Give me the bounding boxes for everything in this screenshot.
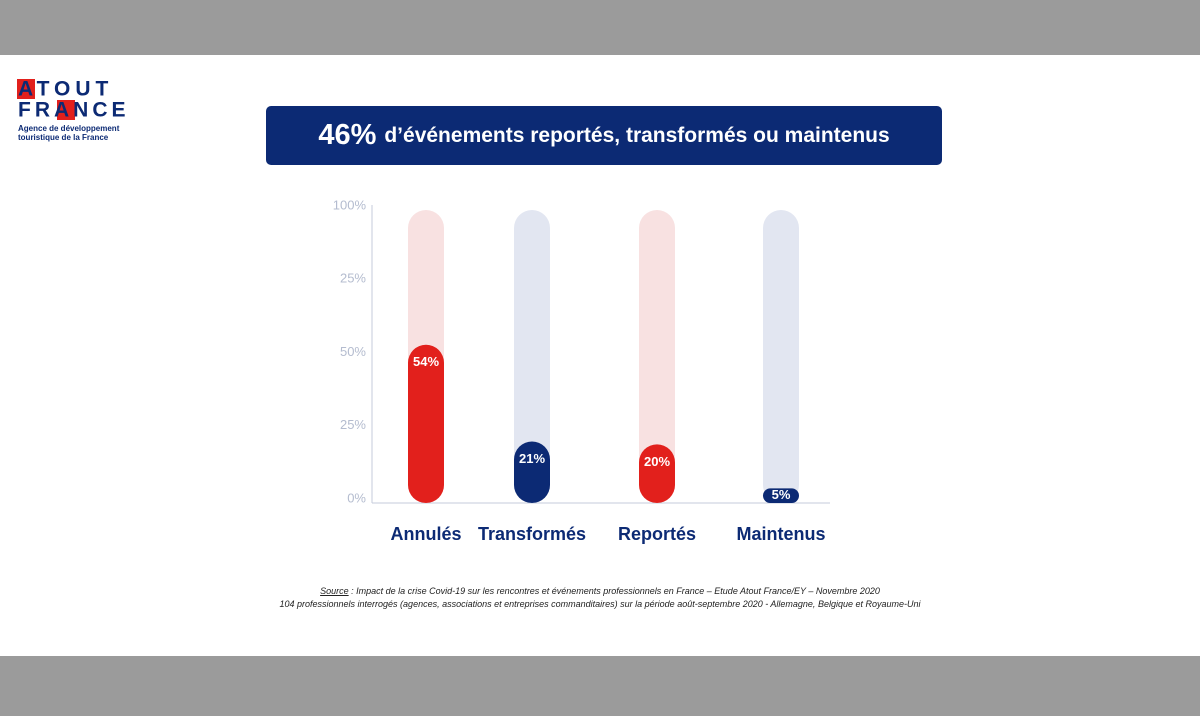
y-tick-label: 50% (340, 344, 366, 359)
value-label: 54% (413, 354, 439, 369)
y-tick-label: 25% (340, 271, 366, 286)
logo-tagline: Agence de développement (18, 124, 120, 133)
source-label: Source (320, 586, 349, 596)
value-label: 20% (644, 454, 670, 469)
x-tick-label: Maintenus (736, 524, 825, 544)
bar-track (639, 210, 675, 503)
logo-mark (17, 79, 35, 99)
source: Source : Impact de la crise Covid-19 sur… (0, 585, 1200, 611)
source-text: : Impact de la crise Covid-19 sur les re… (348, 586, 880, 596)
logo-line: FRANCE (18, 99, 130, 122)
title-box (266, 106, 942, 165)
logo-mark (57, 100, 75, 120)
title-highlight: 46% (318, 119, 376, 151)
x-tick-label: Reportés (618, 524, 696, 544)
value-label: 5% (772, 487, 791, 502)
logo-tagline: touristique de la France (18, 133, 109, 142)
chart-title: 46% d’événements reportés, transformés ou… (318, 119, 889, 151)
source-line: 104 professionnels interrogés (agences, … (279, 599, 921, 609)
y-tick-label: 100% (333, 197, 367, 212)
bottom-band (0, 656, 1200, 716)
logo-line: ATOUT (18, 78, 113, 101)
title-text: d’événements reportés, transformés ou ma… (384, 124, 889, 147)
bar-track (514, 210, 550, 503)
x-tick-label: Transformés (478, 524, 586, 544)
x-tick-label: Annulés (390, 524, 461, 544)
bar (763, 488, 799, 503)
bar (639, 444, 675, 503)
bar (408, 344, 444, 503)
bar-track (763, 210, 799, 503)
y-tick-label: 25% (340, 417, 366, 432)
y-tick-label: 0% (347, 490, 366, 505)
value-label: 21% (519, 451, 545, 466)
top-band (0, 0, 1200, 55)
bar (514, 441, 550, 503)
